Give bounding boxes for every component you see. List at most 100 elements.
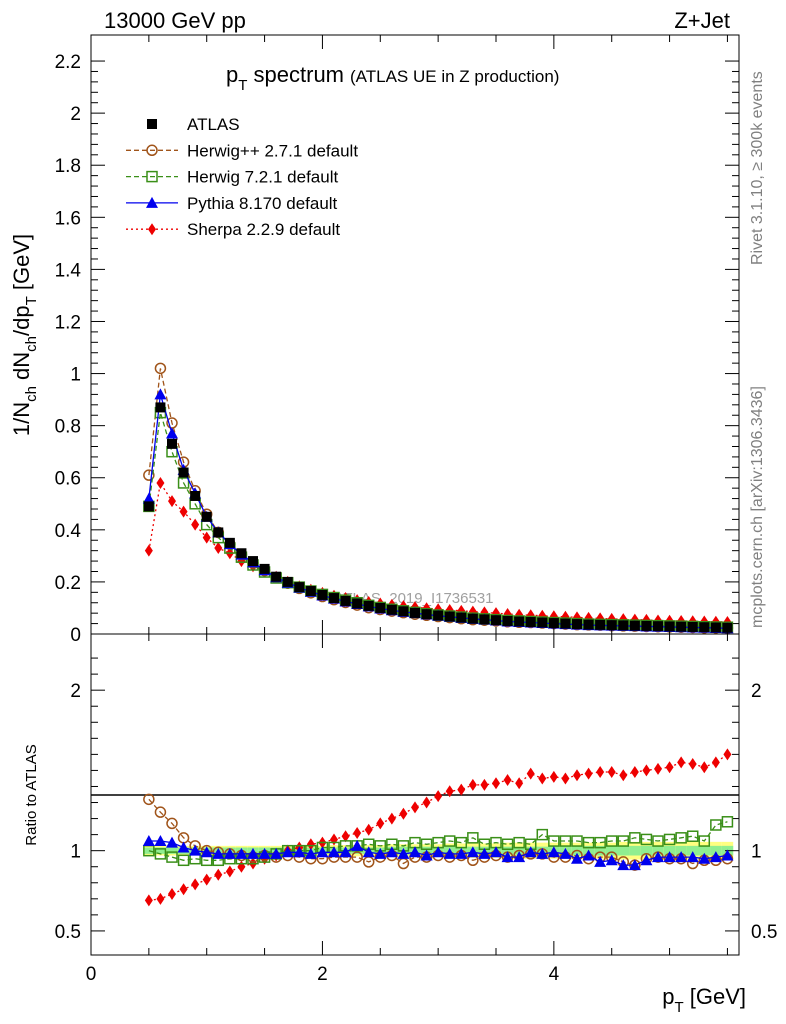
x-axis-label: pT [GeV] bbox=[662, 984, 746, 1016]
header-right: Z+Jet bbox=[674, 8, 730, 33]
main-point-herwigpp bbox=[154, 362, 167, 375]
main-series-atlas bbox=[143, 402, 733, 633]
ratio-point-pythia bbox=[247, 847, 259, 859]
main-point-atlas bbox=[363, 600, 374, 611]
ratio-point-pythia bbox=[559, 847, 572, 859]
ratio-point-sherpa bbox=[341, 830, 350, 843]
ratio-point-herwigpp bbox=[143, 793, 155, 806]
ratio-point-pythia bbox=[490, 846, 502, 858]
ratio-point-herwig7 bbox=[675, 832, 687, 844]
xtick-label: 4 bbox=[549, 964, 560, 985]
ratio-point-herwig7 bbox=[548, 835, 560, 847]
ratio-point-herwig7 bbox=[721, 816, 734, 828]
ratio-point-pythia bbox=[304, 847, 317, 859]
ratio-line-herwigpp bbox=[148, 798, 728, 866]
ratio-point-herwig7 bbox=[420, 838, 433, 851]
main-point-atlas bbox=[178, 467, 189, 478]
legend-item-sherpa: Sherpa 2.2.9 default bbox=[126, 220, 340, 239]
main-point-atlas bbox=[352, 598, 363, 609]
ratio-point-sherpa bbox=[630, 766, 639, 779]
ratio-y-axis-label: Ratio to ATLAS bbox=[23, 744, 40, 845]
ratio-point-pythia bbox=[420, 849, 433, 861]
band-inner-segment bbox=[710, 845, 722, 856]
ratio-point-sherpa bbox=[225, 865, 234, 878]
main-ytick-label: 0.4 bbox=[55, 521, 82, 542]
ratio-point-pythia bbox=[200, 846, 213, 858]
band-inner-segment bbox=[154, 847, 167, 854]
main-point-atlas bbox=[305, 586, 316, 597]
band-inner-segment bbox=[166, 847, 178, 854]
ratio-point-sherpa bbox=[688, 758, 697, 771]
main-point-atlas bbox=[653, 621, 663, 632]
ratio-point-sherpa bbox=[642, 764, 651, 777]
band-inner-segment bbox=[629, 845, 641, 856]
ratio-y-axis: 0.5 0.5 1 1 2 2 bbox=[55, 657, 777, 943]
main-point-pythia bbox=[142, 492, 155, 504]
main-ytick-label: 1.6 bbox=[55, 208, 81, 229]
ratio-point-sherpa bbox=[237, 860, 246, 873]
main-point-atlas bbox=[375, 602, 386, 613]
xtick-label: 0 bbox=[86, 964, 97, 985]
main-ytick-label: 1.2 bbox=[55, 312, 81, 333]
ratio-series-pythia bbox=[142, 835, 734, 871]
ratio-point-pythia bbox=[594, 855, 607, 867]
ratio-line-sherpa bbox=[148, 753, 728, 902]
ratio-point-pythia bbox=[293, 846, 306, 858]
main-point-sherpa bbox=[156, 476, 165, 489]
ratio-point-pythia bbox=[443, 847, 456, 859]
ratio-point-pythia bbox=[698, 852, 711, 864]
band-inner-segment bbox=[663, 845, 676, 856]
main-point-atlas bbox=[167, 438, 177, 449]
ratio-point-sherpa bbox=[503, 774, 512, 787]
legend-label-pythia: Pythia 8.170 default bbox=[187, 194, 338, 213]
main-y-axis-label: 1/Nch dNch/dpT [GeV] bbox=[9, 234, 40, 436]
ratio-point-pythia bbox=[235, 847, 248, 859]
rivet-version-label: Rivet 3.1.10, ≥ 300k events bbox=[749, 71, 766, 265]
main-point-atlas bbox=[467, 613, 478, 624]
main-point-atlas bbox=[271, 571, 282, 582]
ratio-point-pythia bbox=[652, 851, 664, 863]
ratio-point-herwig7 bbox=[710, 819, 722, 831]
ratio-point-sherpa bbox=[202, 873, 211, 886]
ratio-point-herwig7 bbox=[594, 836, 606, 849]
ratio-point-herwig7 bbox=[571, 835, 583, 847]
main-point-atlas bbox=[386, 604, 397, 615]
legend-label-herwig7: Herwig 7.2.1 default bbox=[187, 168, 338, 187]
main-title: pT spectrum (ATLAS UE in Z production) bbox=[226, 62, 559, 94]
ratio-point-sherpa bbox=[445, 785, 454, 798]
ratio-point-pythia bbox=[513, 851, 526, 863]
ratio-series-sherpa bbox=[144, 748, 732, 907]
main-point-atlas bbox=[340, 595, 351, 606]
ratio-point-pythia bbox=[455, 847, 468, 859]
ratio-point-sherpa bbox=[654, 762, 662, 775]
ratio-point-sherpa bbox=[607, 766, 616, 779]
main-point-atlas bbox=[572, 619, 582, 630]
ratio-point-sherpa bbox=[515, 777, 524, 790]
ratio-point-sherpa bbox=[411, 801, 419, 814]
main-ytick-label: 0.6 bbox=[55, 469, 81, 490]
main-point-atlas bbox=[664, 621, 675, 632]
main-point-atlas bbox=[282, 576, 293, 587]
ratio-point-sherpa bbox=[468, 778, 477, 791]
ratio-series-group bbox=[142, 748, 734, 907]
ratio-point-herwig7 bbox=[513, 836, 525, 849]
ratio-point-pythia bbox=[547, 846, 560, 858]
main-point-atlas bbox=[514, 616, 525, 627]
legend-item-herwig7: Herwig 7.2.1 default bbox=[126, 168, 338, 187]
ratio-point-sherpa bbox=[492, 777, 500, 790]
ratio-point-herwig7 bbox=[686, 830, 699, 842]
ratio-point-sherpa bbox=[179, 883, 188, 896]
ratio-point-sherpa bbox=[619, 769, 628, 782]
ratio-point-herwig7 bbox=[640, 833, 653, 846]
main-point-atlas bbox=[433, 610, 444, 621]
ratio-point-pythia bbox=[478, 847, 491, 859]
main-point-atlas bbox=[525, 617, 536, 628]
main-point-sherpa bbox=[179, 505, 188, 518]
ratio-point-sherpa bbox=[156, 892, 165, 905]
ratio-point-herwigpp bbox=[166, 817, 178, 830]
ratio-point-sherpa bbox=[387, 812, 396, 825]
ratio-point-sherpa bbox=[480, 778, 489, 791]
main-ytick-label: 1.8 bbox=[55, 156, 81, 177]
ratio-point-herwig7 bbox=[443, 835, 456, 847]
main-y-axis: 0 0.2 0.4 0.6 0.8 1 1.2 1.4 1.6 1.8 2 2.2 bbox=[55, 52, 739, 646]
